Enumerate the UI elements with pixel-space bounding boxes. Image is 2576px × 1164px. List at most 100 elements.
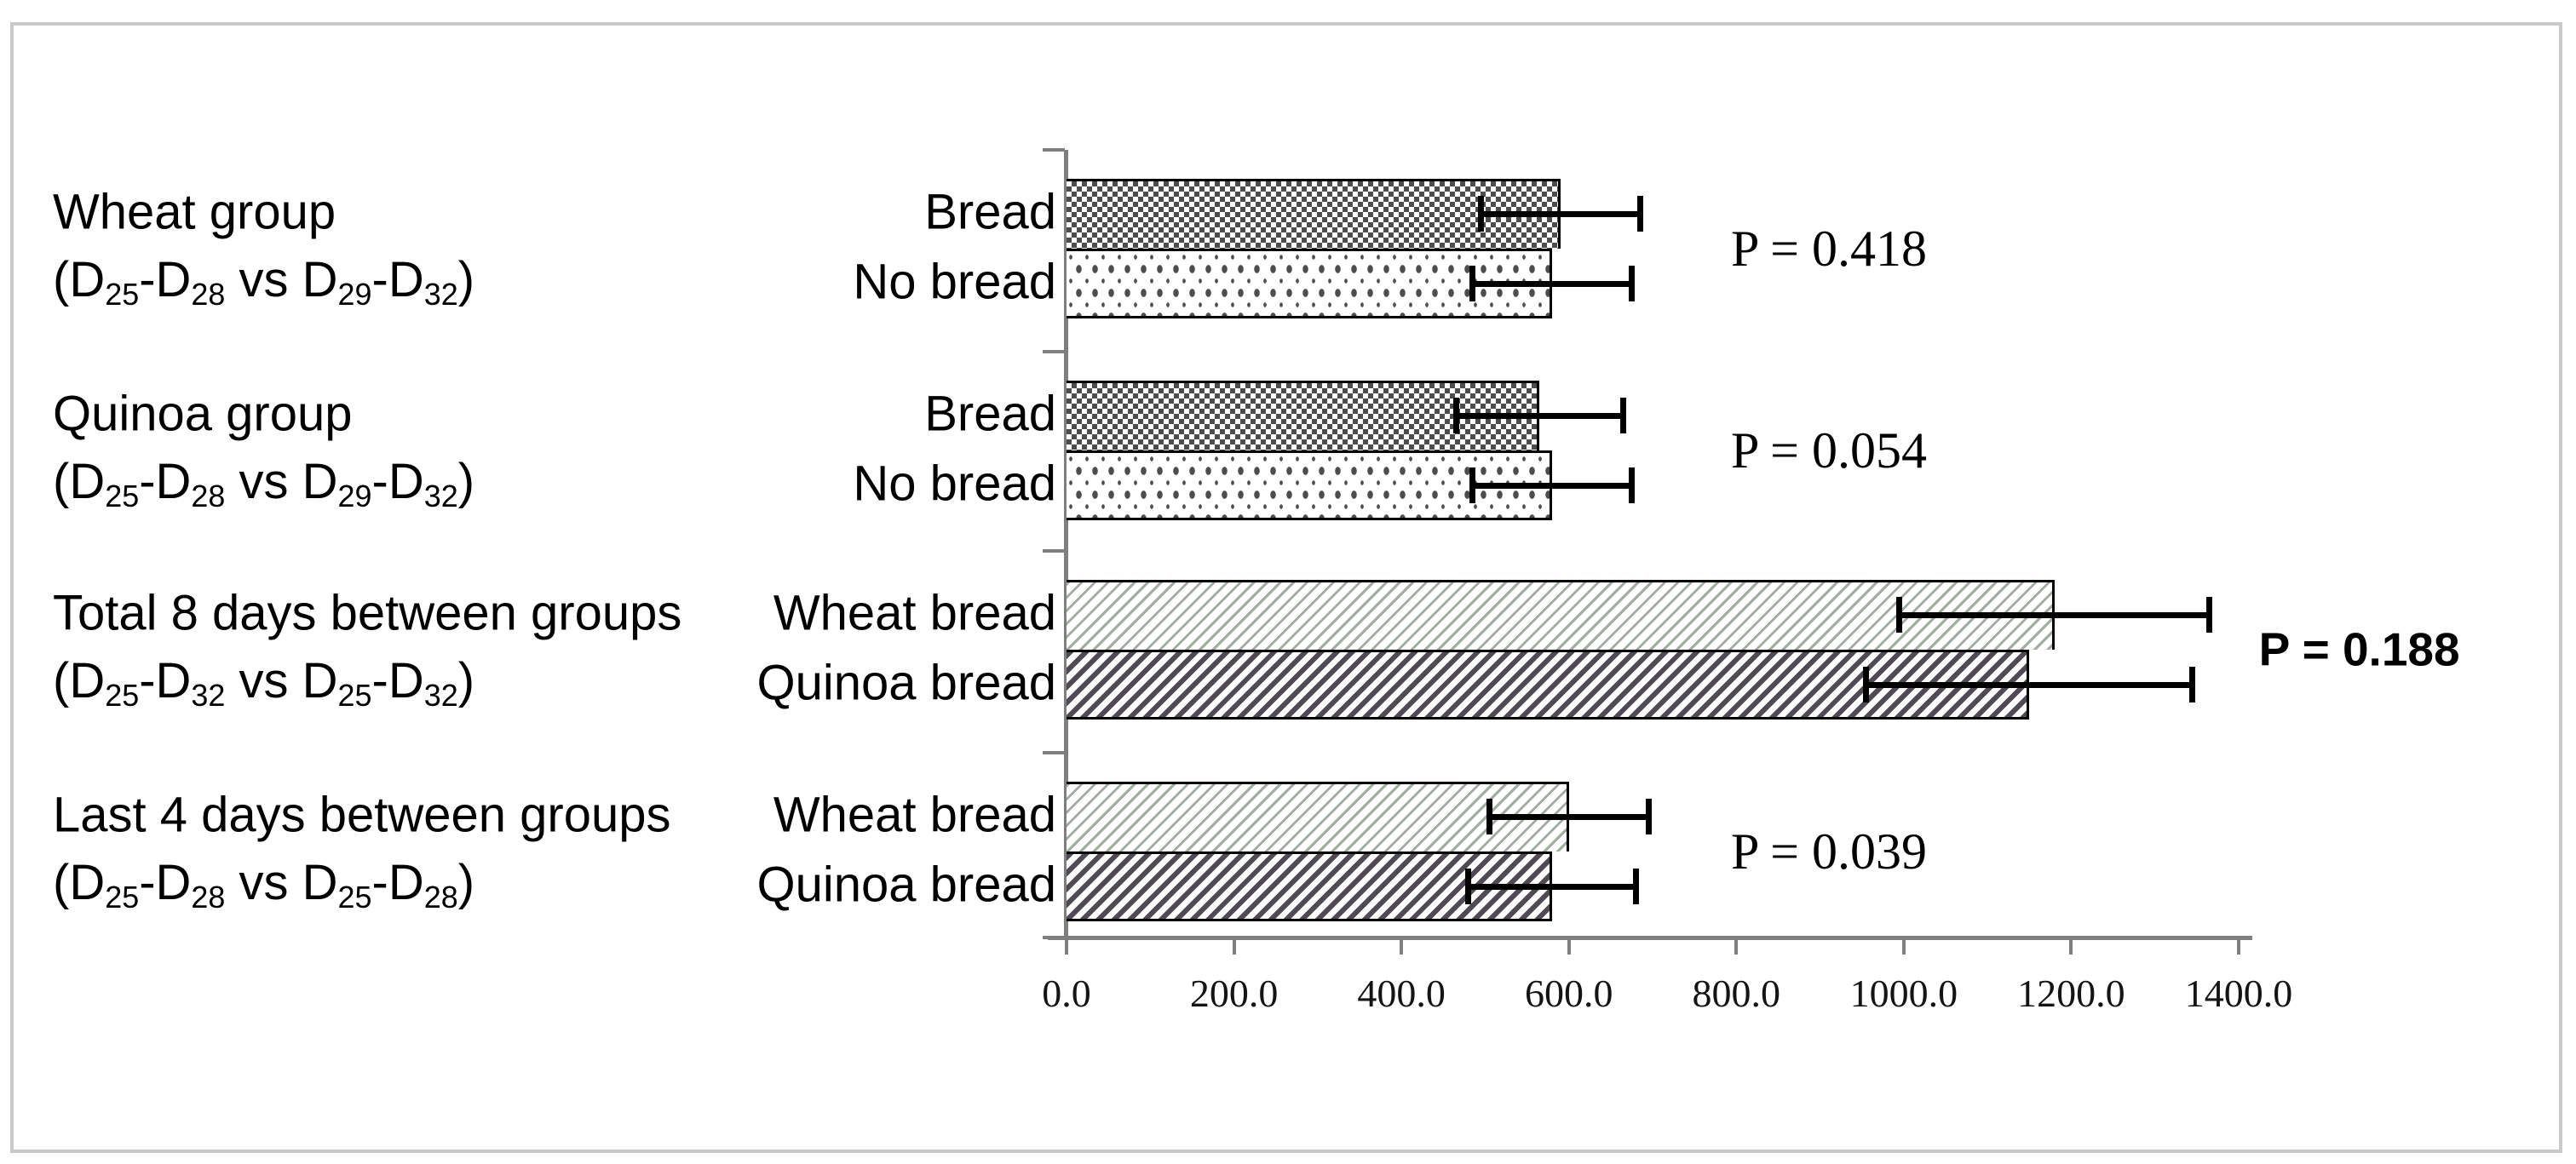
group-label: Quinoa group bbox=[53, 386, 353, 442]
sublabel-text: ) bbox=[457, 453, 475, 509]
x-tick bbox=[1567, 938, 1571, 955]
error-bar-cap bbox=[1632, 869, 1639, 904]
bar-label: Wheat bread bbox=[773, 585, 1056, 641]
error-bar-line bbox=[1472, 482, 1632, 489]
x-tick-label: 1000.0 bbox=[1849, 972, 1958, 1015]
chart-frame bbox=[10, 22, 2562, 1153]
p-value-label: P = 0.188 bbox=[2258, 622, 2460, 676]
bar-label: Quinoa bread bbox=[756, 655, 1056, 711]
error-bar-cap bbox=[1465, 869, 1472, 904]
bar-light-dots bbox=[1067, 450, 1553, 520]
x-tick bbox=[1400, 938, 1404, 955]
bar-label: Bread bbox=[924, 184, 1056, 240]
x-tick bbox=[1232, 938, 1236, 955]
bar-light-diagonal bbox=[1067, 782, 1569, 851]
error-bar-cap bbox=[1469, 467, 1476, 503]
subscript-text: 32 bbox=[423, 677, 458, 713]
x-tick-label: 600.0 bbox=[1524, 972, 1613, 1015]
x-tick-label: 1200.0 bbox=[2017, 972, 2125, 1015]
category-tick bbox=[1043, 936, 1065, 939]
p-value-label: P = 0.418 bbox=[1731, 221, 1927, 277]
error-bar-cap bbox=[1645, 799, 1652, 834]
x-tick-label: 0.0 bbox=[1042, 972, 1091, 1015]
error-bar-cap bbox=[2206, 597, 2213, 633]
error-bar-line bbox=[1481, 210, 1641, 217]
subscript-text: 25 bbox=[105, 276, 140, 312]
sublabel-text: (D bbox=[53, 652, 106, 708]
error-bar-line bbox=[1468, 883, 1636, 890]
group-label: Wheat group bbox=[53, 184, 336, 240]
sublabel-text: ) bbox=[457, 652, 475, 708]
subscript-text: 32 bbox=[423, 478, 458, 513]
x-tick-label: 200.0 bbox=[1189, 972, 1279, 1015]
p-value-label: P = 0.054 bbox=[1731, 422, 1927, 479]
subscript-text: 29 bbox=[337, 276, 372, 312]
error-bar-cap bbox=[2189, 667, 2196, 702]
sublabel-text: (D bbox=[53, 854, 106, 910]
error-bar-cap bbox=[1452, 398, 1459, 433]
sublabel-text: -D bbox=[139, 453, 192, 509]
subscript-text: 25 bbox=[337, 879, 372, 915]
x-tick-label: 1400.0 bbox=[2184, 972, 2293, 1015]
group-sublabel: (D25-D28 vs D25-D28) bbox=[53, 857, 474, 914]
y-axis bbox=[1064, 150, 1068, 940]
group-sublabel: (D25-D28 vs D29-D32) bbox=[53, 251, 475, 312]
category-tick bbox=[1043, 350, 1065, 353]
bar-dark-checker bbox=[1067, 381, 1540, 450]
subscript-text: 29 bbox=[337, 478, 372, 513]
sublabel-text: ) bbox=[457, 251, 475, 307]
error-bar-line bbox=[1472, 280, 1632, 287]
error-bar-cap bbox=[1896, 597, 1903, 633]
error-bar-cap bbox=[1628, 266, 1635, 301]
sublabel-text: (D bbox=[53, 251, 106, 307]
error-bar-line bbox=[1899, 611, 2210, 618]
x-tick bbox=[2069, 938, 2073, 955]
x-tick-label: 800.0 bbox=[1692, 972, 1781, 1015]
sublabel-text: -D bbox=[139, 652, 192, 708]
error-bar-cap bbox=[1620, 398, 1627, 433]
bar-label: Bread bbox=[924, 386, 1056, 442]
category-tick bbox=[1043, 751, 1065, 754]
sublabel-text: ) bbox=[457, 854, 475, 910]
sublabel-text: vs D bbox=[225, 652, 338, 708]
sublabel-text: -D bbox=[371, 453, 424, 509]
group-sublabel: (D25-D32 vs D25-D32) bbox=[53, 652, 475, 713]
sublabel-text: vs D bbox=[225, 251, 338, 307]
group-label: Last 4 days between groups bbox=[53, 787, 671, 843]
sublabel-text: (D bbox=[53, 453, 106, 509]
sublabel-text: vs D bbox=[225, 854, 338, 910]
subscript-text: 28 bbox=[191, 478, 226, 513]
bar-light-dots bbox=[1067, 249, 1553, 318]
bar-label: No bread bbox=[853, 254, 1056, 310]
error-bar-cap bbox=[1486, 799, 1492, 834]
bar-label: No bread bbox=[853, 456, 1056, 512]
error-bar-cap bbox=[1469, 266, 1476, 301]
sublabel-text: -D bbox=[371, 251, 424, 307]
x-tick-label: 400.0 bbox=[1357, 972, 1446, 1015]
group-label: Total 8 days between groups bbox=[53, 585, 682, 641]
sublabel-text: vs D bbox=[225, 453, 338, 509]
subscript-text: 25 bbox=[337, 677, 372, 713]
error-bar-cap bbox=[1478, 196, 1484, 232]
subscript-text: 25 bbox=[105, 478, 140, 513]
subscript-text: 25 bbox=[105, 677, 140, 713]
sublabel-text: -D bbox=[139, 251, 192, 307]
group-sublabel: (D25-D28 vs D29-D32) bbox=[53, 456, 474, 513]
category-tick bbox=[1043, 148, 1065, 152]
p-value-label: P = 0.039 bbox=[1731, 823, 1927, 880]
subscript-text: 28 bbox=[423, 879, 458, 915]
subscript-text: 32 bbox=[191, 677, 226, 713]
error-bar-line bbox=[1456, 412, 1624, 419]
x-tick bbox=[1901, 938, 1906, 955]
category-tick bbox=[1043, 549, 1065, 553]
x-axis bbox=[1048, 936, 2252, 940]
subscript-text: 28 bbox=[191, 879, 226, 915]
bar-light-diagonal bbox=[1067, 580, 2055, 650]
sublabel-text: -D bbox=[371, 854, 424, 910]
error-bar-line bbox=[1866, 681, 2193, 688]
x-tick bbox=[1065, 938, 1068, 955]
subscript-text: 32 bbox=[423, 276, 458, 312]
sublabel-text: -D bbox=[371, 652, 424, 708]
